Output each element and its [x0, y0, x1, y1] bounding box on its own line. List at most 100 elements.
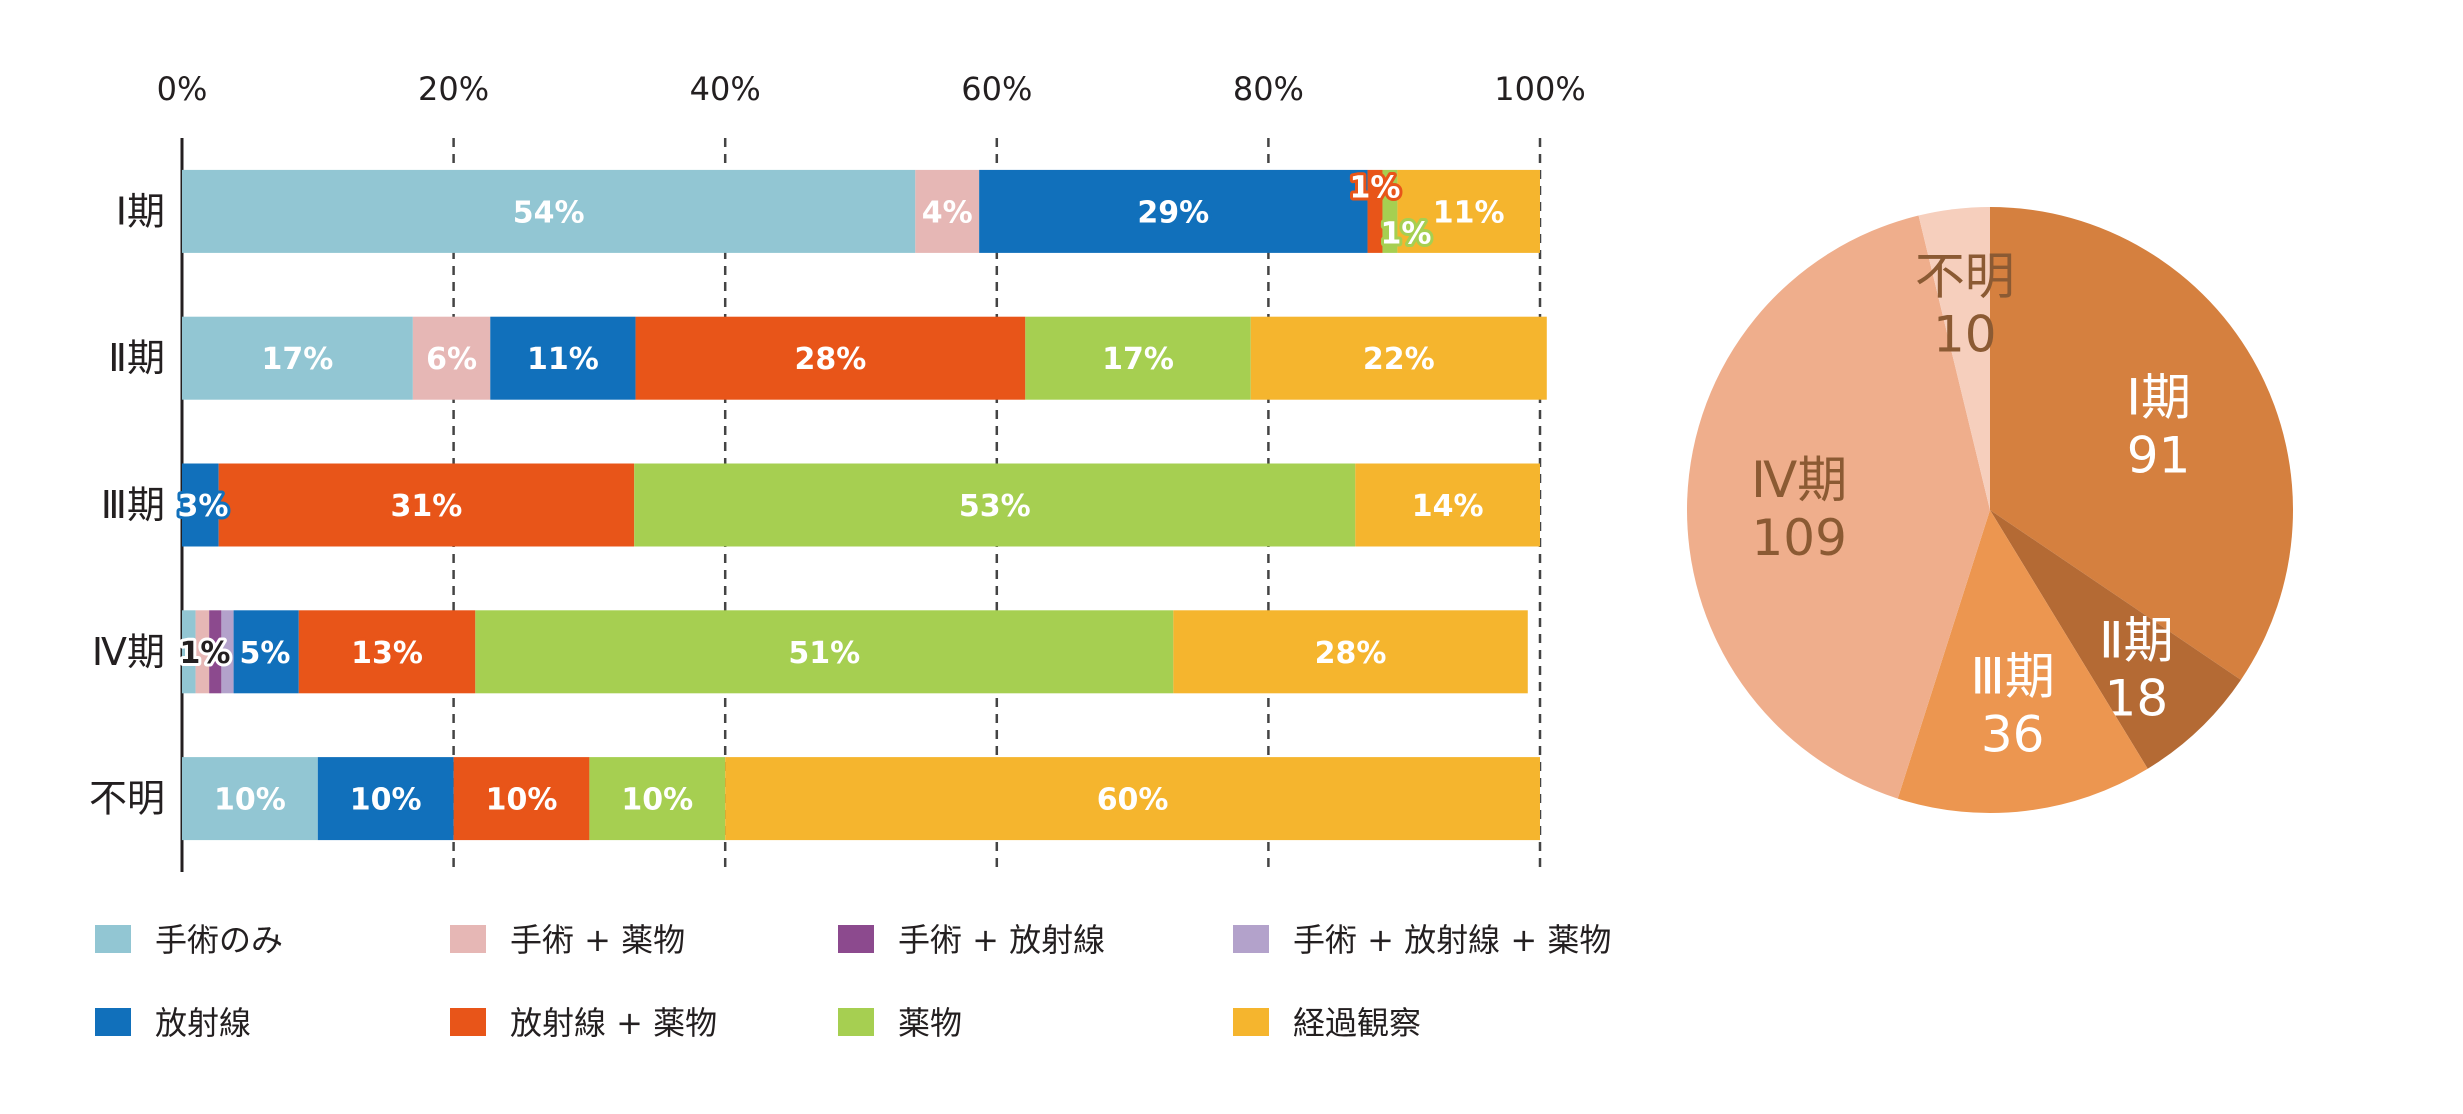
legend-label: 放射線 [155, 1004, 251, 1042]
data-label: 1% [1380, 216, 1431, 251]
pie-slice [1687, 215, 1990, 799]
data-label: 1% [180, 636, 231, 671]
legend-swatch [838, 925, 874, 953]
bar-segment [221, 610, 234, 694]
data-label: 54% [513, 195, 585, 230]
legend-swatch [1233, 925, 1269, 953]
data-label: 14% [1412, 489, 1484, 524]
legend-label: 手術 + 薬物 [510, 921, 685, 959]
data-label: 22% [1363, 342, 1435, 377]
pie-slice-value: 91 [2127, 427, 2191, 485]
pie-slice-value: 10 [1933, 305, 1997, 363]
legend-swatch [95, 1008, 131, 1036]
data-label: 13% [351, 636, 423, 671]
data-label: 11% [527, 342, 599, 377]
x-tick-label: 20% [418, 70, 489, 108]
bar-segment [1382, 169, 1398, 253]
bar-segment [453, 757, 590, 841]
bar-segment [634, 463, 1356, 547]
bar-segment [182, 463, 219, 547]
legend-swatch [838, 1008, 874, 1036]
pie-slice [1897, 510, 2148, 813]
legend-label: 経過観察 [1293, 1004, 1421, 1042]
x-tick-label: 100% [1494, 70, 1585, 108]
bar-segment [1367, 169, 1383, 253]
data-label: 31% [391, 489, 463, 524]
pie-slice [1990, 510, 2241, 769]
bar-segment [1025, 316, 1251, 400]
bar-segment [1173, 610, 1528, 694]
bar-segment [1355, 463, 1540, 547]
bar-segment [475, 610, 1174, 694]
data-label: 6% [426, 342, 477, 377]
data-label: 4% [922, 195, 973, 230]
legend-swatch [1233, 1008, 1269, 1036]
data-label: 28% [1315, 636, 1387, 671]
category-label: Ⅳ期 [92, 630, 165, 674]
pie-slice-label: 不明 [1915, 247, 2015, 305]
pie-slice [1990, 207, 2293, 680]
data-label: 10% [621, 783, 693, 818]
bar-segment [182, 169, 916, 253]
legend-label: 手術のみ [155, 921, 283, 959]
category-label: Ⅲ期 [101, 483, 165, 527]
bar-segment [979, 169, 1368, 253]
bar-segment [635, 316, 1026, 400]
category-label: 不明 [89, 777, 165, 821]
bar-segment [589, 757, 726, 841]
stacked-bar-chart: 0% 20% 40% 60% 80% 100%Ⅰ期 54% 4% 29%1%1%11%Ⅱ期 17%… [89, 70, 1586, 872]
legend-label: 手術 + 放射線 [898, 921, 1105, 959]
data-label: 11% [1433, 195, 1505, 230]
legend-label: 放射線 + 薬物 [510, 1004, 717, 1042]
x-tick-label: 60% [961, 70, 1032, 108]
category-label: Ⅰ期 [116, 189, 165, 233]
bar-segment [298, 610, 476, 694]
data-label: 10% [214, 783, 286, 818]
bar-segment [490, 316, 636, 400]
data-label: 5% [240, 636, 291, 671]
data-label: 51% [788, 636, 860, 671]
legend-swatch [95, 925, 131, 953]
data-label: 17% [262, 342, 334, 377]
data-label: 3% [178, 489, 229, 524]
pie-slice-value: 109 [1752, 509, 1847, 567]
bar-segment [915, 169, 980, 253]
bar-segment [195, 610, 210, 694]
bar-segment [725, 757, 1540, 841]
bar-segment [218, 463, 635, 547]
category-label: Ⅱ期 [108, 336, 165, 380]
legend-label: 手術 + 放射線 + 薬物 [1293, 921, 1611, 959]
data-label: 29% [1137, 195, 1209, 230]
bar-segment [233, 610, 299, 694]
pie-slice-label: Ⅲ期 [1970, 648, 2054, 706]
x-tick-label: 80% [1233, 70, 1304, 108]
data-label: 60% [1097, 783, 1169, 818]
pie-slice-value: 36 [1981, 706, 2045, 764]
pie-slice-label: Ⅱ期 [2099, 612, 2174, 670]
data-label: 53% [959, 489, 1031, 524]
data-label: 1% [1350, 170, 1401, 205]
legend-swatch [450, 925, 486, 953]
data-label: 10% [350, 783, 422, 818]
x-tick-label: 40% [690, 70, 761, 108]
data-label: 17% [1102, 342, 1174, 377]
bar-segment [412, 316, 491, 400]
bar-segment [182, 757, 318, 841]
legend-label: 薬物 [898, 1004, 962, 1042]
bar-segment [182, 610, 196, 694]
bar-segment [1397, 169, 1540, 253]
data-label: 28% [795, 342, 867, 377]
bar-segment [182, 316, 413, 400]
legend-swatch [450, 1008, 486, 1036]
pie-slice-label: Ⅰ期 [2126, 369, 2191, 427]
data-label: 10% [486, 783, 558, 818]
x-tick-label: 0% [157, 70, 208, 108]
bar-segment [317, 757, 454, 841]
bar-segment [1250, 316, 1547, 400]
bar-segment [209, 610, 222, 694]
pie-slice [1918, 207, 1990, 510]
pie-slice-label: Ⅳ期 [1751, 451, 1847, 509]
